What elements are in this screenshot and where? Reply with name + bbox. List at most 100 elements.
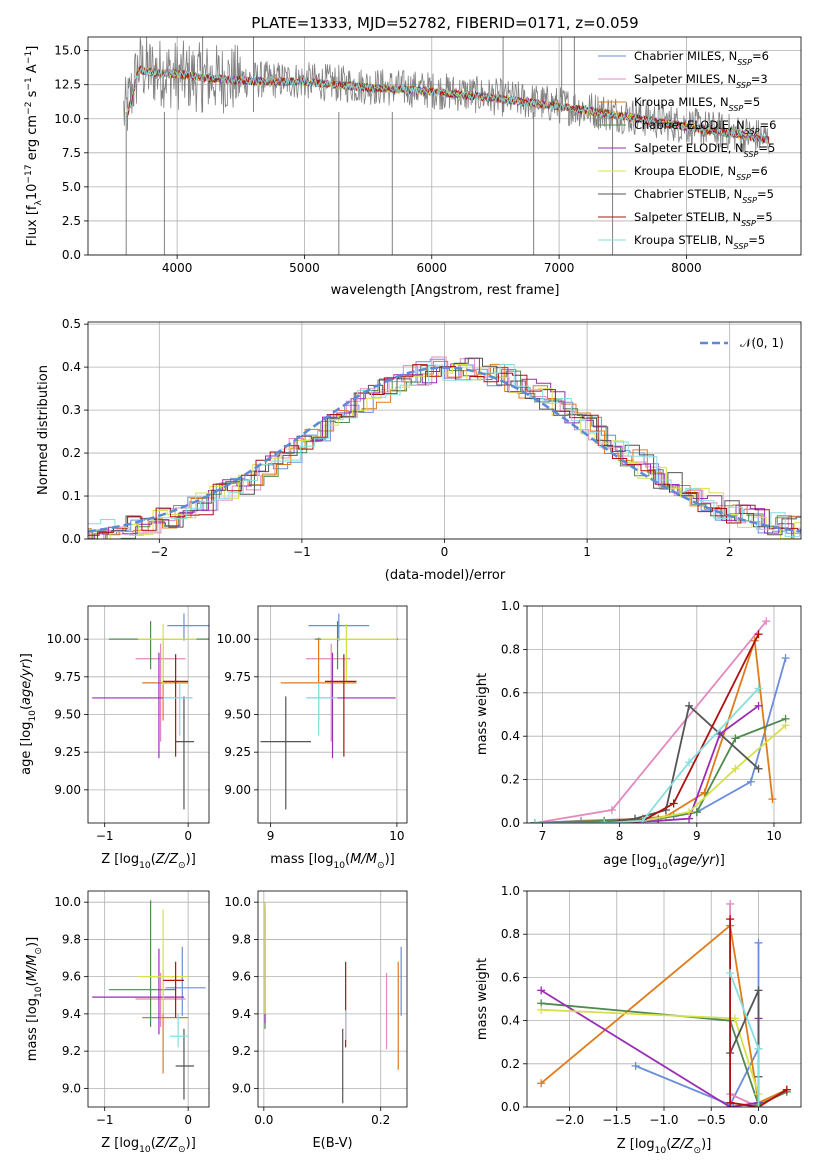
x-tick-label: −1: [96, 1113, 114, 1127]
x-tick-label: 1: [583, 545, 591, 559]
x-tick-label: 5000: [289, 261, 320, 275]
mass-weight-series: [530, 636, 777, 823]
errorbar-point: [135, 643, 186, 742]
massweight-vs-Z-xlabel: Z [log10(Z/Z⊙)]: [617, 1137, 712, 1156]
y-tick-label: 10.0: [224, 895, 251, 909]
errorbar-point: [165, 946, 206, 1016]
normal-legend-label: 𝒩(0, 1): [740, 336, 784, 350]
errorbar-point: [92, 652, 193, 759]
mass-weight-series: [530, 684, 763, 823]
errorbar-point: [142, 969, 189, 1074]
y-tick-label: 9.8: [232, 932, 251, 946]
errorbar-point: [324, 654, 357, 757]
y-tick-label: 9.2: [62, 1044, 81, 1058]
mass-weight-series: [726, 915, 791, 1107]
y-tick-label: 0.5: [62, 317, 81, 331]
axes-frame: [87, 36, 802, 256]
y-tick-label: 9.25: [224, 745, 251, 759]
errorbar-point: [167, 613, 209, 641]
residual-histogram-step: [88, 364, 801, 537]
spectrum-ylabel: Flux [fλ10−17 erg cm−2 s−1 A−1]: [24, 46, 44, 247]
axes-frame: [87, 890, 210, 1108]
mass-weight-line: [534, 640, 774, 823]
errorbar-point: [308, 613, 370, 641]
mass-weight-series: [530, 654, 790, 823]
y-tick-label: 9.6: [232, 970, 251, 984]
x-tick-label: 0: [184, 829, 192, 843]
x-tick-label: 2: [726, 545, 734, 559]
y-tick-label: 0.4: [62, 360, 81, 374]
x-tick-label: 9: [267, 829, 275, 843]
massweight-vs-Z-ylabel: mass weight: [475, 958, 490, 1040]
errorbar-point: [108, 900, 176, 1027]
age-vs-mass-xlabel: mass [log10(M/M⊙)]: [270, 852, 394, 871]
errorbar-point: [260, 696, 312, 810]
y-tick-label: 9.50: [224, 708, 251, 722]
y-tick-label: 9.75: [224, 670, 251, 684]
spectrum-legend: Chabrier MILES, NSSP=6 Salpeter MILES, NS…: [598, 49, 776, 251]
mass-weight-line: [534, 724, 787, 823]
y-tick-label: 9.0: [232, 1081, 251, 1095]
normal-curve: [88, 366, 801, 533]
y-tick-label: 1.0: [501, 884, 520, 898]
y-tick-label: 0.2: [501, 1057, 520, 1071]
mass-vs-Z-xlabel: Z [log10(Z/Z⊙)]: [101, 1136, 196, 1155]
x-tick-label: −0.5: [697, 1113, 726, 1127]
errorbar-point: [307, 652, 396, 759]
x-tick-label: 7: [539, 829, 547, 843]
y-tick-label: 1.0: [501, 599, 520, 613]
y-tick-label: 0.1: [62, 489, 81, 503]
x-tick-label: 10: [389, 829, 404, 843]
residuals-ylabel: Normed distribution: [36, 365, 51, 495]
x-tick-label: 0: [441, 545, 449, 559]
x-tick-label: −1.5: [602, 1113, 631, 1127]
mass-weight-series: [530, 617, 771, 823]
errorbar-point: [163, 961, 184, 1018]
x-tick-label: 0.2: [371, 1113, 390, 1127]
y-tick-label: 9.00: [54, 783, 81, 797]
y-tick-label: 2.5: [62, 214, 81, 228]
residuals-axes: −2 −1 0 1 2 0.0 0.1 0.2 0.3 0.4 0.5: [62, 317, 802, 559]
mass-vs-EBV-plot-area: [264, 902, 402, 1104]
mass-weight-line: [540, 923, 788, 1105]
age-vs-mass-axes: 9 10 9.00 9.25 9.50 9.75 10.00: [217, 605, 408, 843]
legend-entry: Chabrier ELODIE, NSSP=6: [634, 118, 776, 136]
y-tick-label: 0.6: [501, 970, 520, 984]
legend-entry: Chabrier MILES, NSSP=6: [634, 49, 769, 67]
residuals-xlabel: (data-model)/error: [385, 568, 506, 583]
errorbar-point: [138, 624, 197, 685]
errorbar-point: [305, 643, 351, 742]
y-tick-label: 0.2: [501, 773, 520, 787]
mass-vs-Z-plot-area: [92, 900, 206, 1100]
errorbar-point: [92, 948, 184, 1035]
massweight-vs-age-ylabel: mass weight: [475, 673, 490, 755]
mass-weight-line: [729, 919, 788, 1107]
residual-histogram-step: [88, 365, 801, 539]
x-tick-label: 9: [693, 829, 701, 843]
mass-weight-line: [729, 972, 760, 1107]
age-vs-Z-ylabel: age [log10(age/yr)]: [19, 653, 38, 775]
y-tick-label: 0.8: [501, 642, 520, 656]
errorbar-point: [175, 1028, 194, 1100]
y-tick-label: 9.8: [62, 932, 81, 946]
y-tick-label: 9.4: [62, 1007, 81, 1021]
residual-histogram-step: [88, 357, 801, 539]
massweight-vs-Z-axes: −2.0 −1.5 −1.0 −0.5 0.0 0.0 0.2 0.4 0.6 0.8 1.0: [501, 884, 802, 1127]
x-tick-label: 10: [766, 829, 781, 843]
y-tick-label: 0.6: [501, 686, 520, 700]
errorbar-point: [175, 696, 194, 810]
y-tick-label: 10.0: [54, 895, 81, 909]
mass-weight-line: [635, 942, 760, 1106]
y-tick-label: 0.0: [501, 816, 520, 830]
spectrum-xlabel: wavelength [Angstrom, rest frame]: [331, 283, 560, 298]
mass-vs-Z-axes: −1 0 9.0 9.2 9.4 9.6 9.8 10.0: [54, 890, 210, 1127]
mass-weight-line: [540, 989, 760, 1107]
mass-vs-EBV-xlabel: E(B-V): [312, 1136, 352, 1151]
y-tick-label: 0.0: [501, 1100, 520, 1114]
axes-frame: [257, 890, 408, 1108]
errorbar-point: [163, 682, 193, 736]
massweight-vs-Z-plot-area: [537, 899, 791, 1107]
axes-frame: [526, 605, 802, 824]
x-tick-label: −1: [293, 545, 311, 559]
